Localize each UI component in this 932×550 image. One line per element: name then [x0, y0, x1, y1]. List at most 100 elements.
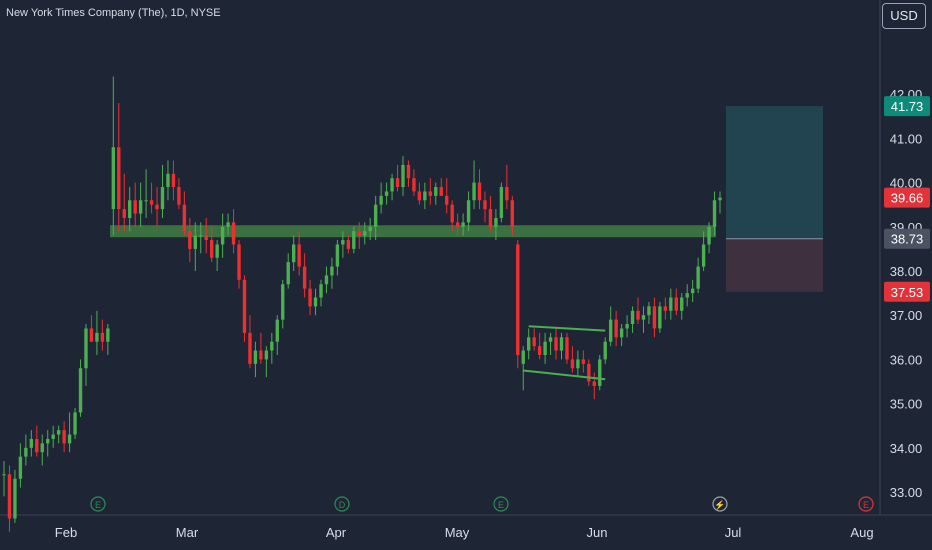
target-zone[interactable]: [726, 106, 823, 239]
price-label-target-badge: [884, 96, 930, 117]
candle-body: [18, 456, 23, 479]
candle-body: [565, 337, 569, 360]
candle-body: [291, 244, 296, 263]
candle-body: [231, 222, 236, 245]
candle-body: [264, 350, 269, 360]
candle-body: [84, 328, 88, 369]
price-label-last-badge: [884, 187, 930, 208]
candle-body: [434, 187, 438, 196]
candle-body: [373, 204, 378, 227]
event-marker-label: E: [95, 500, 101, 510]
candle-body: [548, 337, 553, 342]
candle-body: [483, 200, 487, 210]
candle-body: [554, 337, 558, 351]
candle-body: [516, 244, 520, 355]
candle-body: [461, 222, 465, 227]
candle-body: [658, 306, 662, 329]
candle-body: [576, 359, 580, 369]
price-label-last: 39.66: [891, 191, 924, 206]
event-marker-split[interactable]: [712, 496, 728, 512]
time-tick-label: Mar: [176, 525, 199, 540]
candle-body: [472, 182, 476, 201]
time-tick-label: Apr: [326, 525, 347, 540]
price-label-stop: 37.53: [891, 285, 924, 300]
time-tick-label: Feb: [55, 525, 77, 540]
candle-body: [56, 430, 61, 435]
candle-body: [144, 200, 148, 202]
candle-body: [24, 447, 28, 457]
candle-body: [570, 359, 575, 369]
candle-body: [302, 266, 307, 289]
candle-body: [324, 275, 329, 285]
price-tick-label: 35.00: [890, 397, 923, 412]
candle-body: [603, 341, 607, 360]
candle-body: [270, 341, 274, 351]
currency-button[interactable]: USD: [882, 3, 926, 29]
candle-body: [379, 195, 383, 205]
time-tick-label: Jul: [725, 525, 742, 540]
candle-body: [128, 200, 132, 218]
candle-body: [494, 217, 498, 227]
price-tick-label: 41.00: [890, 131, 923, 146]
channel-lower-line[interactable]: [523, 369, 606, 381]
event-marker-label: D: [339, 500, 346, 510]
candle-body: [652, 306, 657, 329]
event-marker-earnings[interactable]: [493, 496, 509, 512]
stop-zone[interactable]: [726, 238, 823, 292]
candle-body: [95, 332, 99, 342]
price-tick-label: 38.00: [890, 264, 923, 279]
candle-body: [160, 187, 165, 210]
candle-body: [488, 209, 493, 227]
candle-body: [455, 222, 460, 227]
candle-body: [428, 191, 433, 196]
event-marker-label: ⚡: [714, 499, 725, 511]
candle-body: [122, 209, 126, 218]
candle-body: [51, 434, 55, 439]
candle-body: [199, 235, 203, 237]
candle-body: [450, 204, 454, 223]
candle-body: [696, 266, 700, 289]
time-tick-label: Jun: [587, 525, 608, 540]
candle-body: [40, 443, 44, 453]
candle-body: [352, 231, 356, 249]
time-tick-label: Aug: [850, 525, 873, 540]
channel-upper-line[interactable]: [528, 325, 606, 332]
candle-body: [499, 187, 504, 218]
price-tick-label: 40.00: [890, 176, 923, 191]
event-marker-dividend[interactable]: [334, 496, 350, 512]
candle-body: [625, 324, 629, 329]
candle-body: [690, 288, 695, 294]
candle-body: [117, 147, 121, 210]
candle-body: [417, 191, 422, 201]
candle-body: [505, 187, 509, 201]
candle-body: [663, 306, 668, 311]
event-marker-label: E: [498, 500, 504, 510]
candle-body: [423, 191, 427, 201]
candle-body: [7, 474, 12, 519]
candle-body: [674, 297, 678, 311]
candle-body: [712, 200, 717, 227]
candle-body: [226, 222, 230, 227]
candle-body: [259, 350, 263, 360]
support-band[interactable]: [110, 225, 716, 238]
candle-body: [308, 288, 312, 307]
event-marker-earnings[interactable]: [90, 496, 106, 512]
candle-body: [13, 478, 17, 519]
candle-body: [78, 368, 83, 413]
candle-body: [685, 293, 689, 298]
candle-body: [718, 197, 722, 201]
candle-body: [100, 332, 105, 342]
candle-body: [133, 200, 137, 214]
price-tick-label: 36.00: [890, 352, 923, 367]
candle-body: [166, 173, 170, 188]
candle-body: [477, 182, 482, 201]
candle-body: [608, 319, 613, 342]
candle-body: [581, 359, 586, 364]
candle-body: [242, 279, 247, 333]
candle-body: [636, 310, 640, 320]
candle-body: [641, 315, 646, 320]
candle-body: [669, 297, 673, 311]
candle-body: [177, 187, 181, 205]
event-marker-earnings[interactable]: [858, 496, 874, 512]
